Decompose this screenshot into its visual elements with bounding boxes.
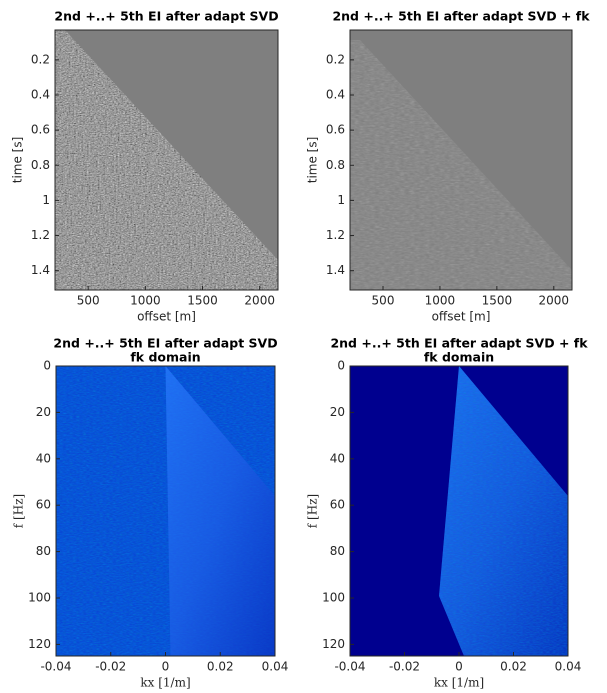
y-axis-label: time [s] (306, 137, 320, 184)
y-tick-label: 100 (28, 591, 51, 605)
y-axis-label: f [Hz] (12, 494, 26, 528)
y-tick-label: 0.2 (326, 52, 345, 66)
chart-subtitle: fk domain (130, 350, 200, 365)
y-tick-label: 20 (36, 405, 51, 419)
x-tick-label: 2000 (244, 294, 275, 308)
x-tick-label: 0.04 (262, 660, 289, 674)
y-tick-label: 120 (28, 637, 51, 651)
y-tick-label: 1.2 (326, 228, 345, 242)
y-tick-label: 100 (322, 591, 345, 605)
x-tick-label: -0.02 (389, 660, 420, 674)
chart-subtitle: fk domain (424, 350, 494, 365)
y-tick-label: 1.4 (326, 263, 345, 277)
x-tick-label: 0 (162, 660, 170, 674)
x-tick-label: 0.04 (555, 660, 582, 674)
y-tick-label: 0 (43, 359, 51, 373)
y-tick-label: 1.2 (31, 228, 50, 242)
x-tick-label: 1500 (482, 294, 513, 308)
axes-box (54, 29, 279, 291)
x-tick-label: 0.02 (500, 660, 527, 674)
x-tick-label: 500 (372, 294, 395, 308)
y-tick-label: 40 (36, 451, 51, 465)
y-tick-label: 1.4 (31, 263, 50, 277)
y-tick-label: 60 (36, 498, 51, 512)
chart-title: 2nd +..+ 5th EI after adapt SVD (53, 336, 277, 351)
x-tick-label: 1500 (187, 294, 218, 308)
y-tick-label: 0.4 (31, 88, 50, 102)
x-axis-label: kx [1/m] (434, 676, 484, 690)
y-tick-label: 20 (330, 405, 345, 419)
x-axis-label: offset [m] (432, 310, 491, 324)
x-tick-label: -0.04 (334, 660, 365, 674)
image-texture (350, 40, 572, 290)
x-tick-label: 1000 (425, 294, 456, 308)
y-tick-label: 80 (36, 544, 51, 558)
y-tick-label: 0.8 (326, 158, 345, 172)
y-tick-label: 120 (322, 637, 345, 651)
y-tick-label: 0 (337, 359, 345, 373)
axes-box (349, 29, 573, 291)
y-tick-label: 0.6 (31, 123, 50, 137)
y-tick-label: 0.2 (31, 52, 50, 66)
image-fan (165, 366, 275, 656)
x-tick-label: 0.02 (207, 660, 234, 674)
x-tick-label: -0.04 (40, 660, 71, 674)
x-tick-label: 2000 (539, 294, 570, 308)
y-tick-label: 1 (42, 193, 50, 207)
image-texture (55, 30, 278, 290)
chart-title: 2nd +..+ 5th EI after adapt SVD (54, 9, 278, 24)
x-tick-label: 1000 (130, 294, 161, 308)
image-texture (439, 366, 568, 656)
chart-title: 2nd +..+ 5th EI after adapt SVD + fk (330, 336, 588, 351)
x-axis-label: offset [m] (137, 310, 196, 324)
y-tick-label: 40 (330, 451, 345, 465)
y-tick-label: 1 (337, 193, 345, 207)
y-tick-label: 0.8 (31, 158, 50, 172)
y-tick-label: 80 (330, 544, 345, 558)
chart-title: 2nd +..+ 5th EI after adapt SVD + fk (332, 9, 590, 24)
x-tick-label: 500 (77, 294, 100, 308)
y-axis-label: f [Hz] (306, 494, 320, 528)
y-tick-label: 0.6 (326, 123, 345, 137)
x-tick-label: 0 (455, 660, 463, 674)
y-axis-label: time [s] (11, 137, 25, 184)
y-tick-label: 0.4 (326, 88, 345, 102)
y-tick-label: 60 (330, 498, 345, 512)
x-axis-label: kx [1/m] (140, 676, 190, 690)
x-tick-label: -0.02 (95, 660, 126, 674)
